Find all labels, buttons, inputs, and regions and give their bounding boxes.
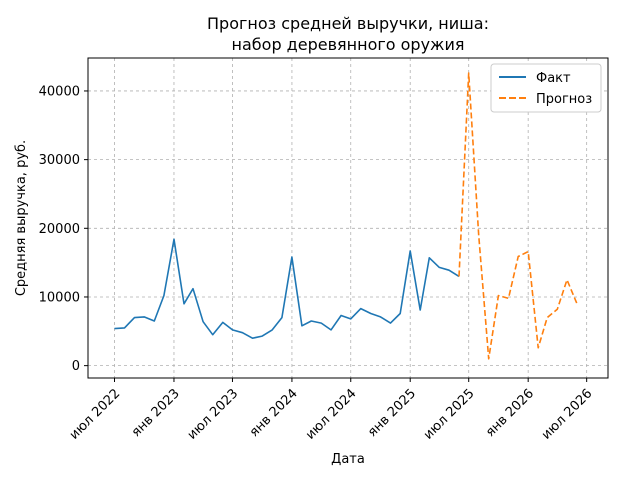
legend-label-fact: Факт <box>536 71 571 86</box>
plot-frame <box>87 57 609 379</box>
series-lines <box>114 72 578 360</box>
grid <box>88 58 608 378</box>
fact-series-line <box>114 238 460 340</box>
legend-label-forecast: Прогноз <box>536 92 592 107</box>
chart-title-line-1: Прогноз средней выручки, ниша: <box>207 14 489 33</box>
x-axis-label: Дата <box>331 452 365 467</box>
y-tick-label: 10000 <box>39 290 80 305</box>
y-axis-label: Средняя выручка, руб. <box>14 140 29 296</box>
y-tick-label: 40000 <box>39 84 80 99</box>
forecast-series-line <box>458 72 578 360</box>
chart-title-line-2: набор деревянного оружия <box>232 35 465 54</box>
y-tick-label: 30000 <box>39 153 80 168</box>
legend: Факт Прогноз <box>490 63 602 113</box>
y-tick-label: 20000 <box>39 222 80 237</box>
y-tick-label: 0 <box>72 359 80 374</box>
